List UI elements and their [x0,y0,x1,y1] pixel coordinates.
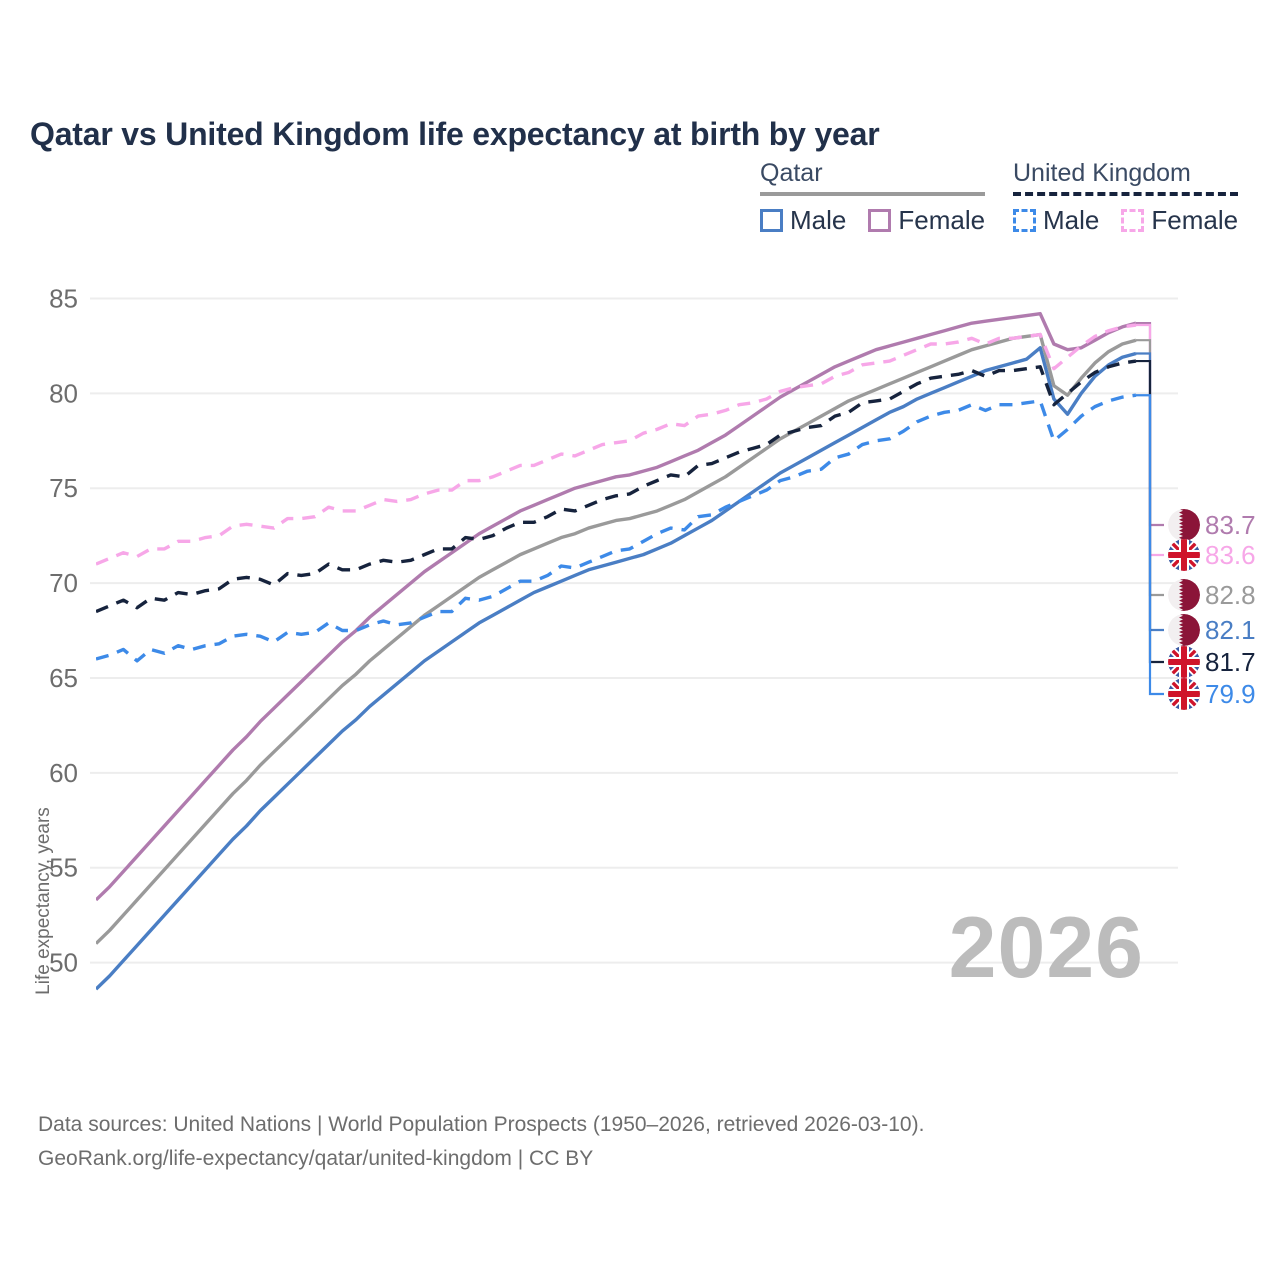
page-title: Qatar vs United Kingdom life expectancy … [30,116,880,153]
qatar-flag-icon [1168,579,1200,611]
legend-label-uk-male: Male [1043,205,1100,236]
uk-flag-icon [1168,678,1200,710]
legend-label-qatar-female: Female [898,205,986,236]
end-label-value: 83.7 [1205,510,1256,540]
legend-swatch-qatar-male-icon [760,208,783,232]
end-label-qatar-female: 83.7 [1168,508,1256,542]
label-leader-lines [1136,322,1164,696]
y-axis-tick-labels: 50 55 60 65 70 75 80 85 [49,283,78,977]
legend-label-qatar-male: Male [790,205,847,236]
year-watermark: 2026 [948,900,1144,996]
end-label-uk-female: 83.6 [1168,538,1256,572]
legend-group-qatar: Qatar Male Female [760,159,986,233]
legend-label-uk-female: Female [1151,205,1239,236]
series-end-labels: 83.7 83.6 82.8 82.1 81.7 79.9 [1168,250,1280,1030]
end-label-value: 79.9 [1205,679,1256,709]
legend-item-uk-female[interactable]: Female [1121,207,1238,233]
legend-swatch-uk-male-icon [1013,208,1036,232]
end-label-uk-total: 81.7 [1168,645,1256,679]
leader-line-united-kingdom-male [1136,394,1164,696]
y-axis-title: Life expectancy, years [33,807,54,995]
series-line-qatar-male [96,346,1137,991]
end-label-qatar-male: 82.1 [1168,613,1256,647]
footer-line-1: Data sources: United Nations | World Pop… [38,1113,925,1136]
series-line-qatar-female [96,311,1137,902]
end-label-uk-male: 79.9 [1168,677,1256,711]
legend-group-uk-title: United Kingdom [1013,159,1191,187]
legend-item-uk-male[interactable]: Male [1013,207,1099,233]
end-label-value: 83.6 [1205,540,1256,570]
legend-swatch-uk-female-icon [1121,208,1145,232]
legend-group-qatar-title: Qatar [760,159,823,187]
svg-text:85: 85 [49,283,78,313]
svg-text:75: 75 [49,473,78,503]
svg-text:80: 80 [49,378,78,408]
qatar-flag-icon [1168,509,1200,541]
legend-swatch-qatar-female-icon [868,208,892,232]
legend-item-qatar-female[interactable]: Female [868,207,985,233]
gridlines [90,297,1178,964]
svg-text:55: 55 [49,853,78,883]
svg-text:65: 65 [49,663,78,693]
svg-text:70: 70 [49,568,78,598]
chart-legend: Qatar Male Female United Kingdom Male [755,160,1255,240]
legend-rule-solid [760,192,986,197]
series-line-united-kingdom-male [96,393,1137,663]
uk-flag-icon [1168,646,1200,678]
footer-sources: Data sources: United Nations | World Pop… [38,1108,924,1176]
footer-line-2: GeoRank.org/life-expectancy/qatar/united… [38,1147,594,1171]
series-line-qatar-total [96,332,1137,945]
end-label-qatar-total: 82.8 [1168,578,1256,612]
svg-text:50: 50 [49,948,78,978]
legend-item-qatar-male[interactable]: Male [760,207,846,233]
svg-text:60: 60 [49,758,78,788]
series-line-united-kingdom-female [96,323,1137,566]
legend-rule-dashed [1013,192,1239,197]
legend-group-united-kingdom: United Kingdom Male Female [1013,159,1239,233]
uk-flag-icon [1168,539,1200,571]
end-label-value: 82.8 [1205,580,1256,610]
series-lines [96,311,1137,991]
series-line-united-kingdom-total [96,359,1137,614]
end-label-value: 82.1 [1205,615,1256,645]
qatar-flag-icon [1168,614,1200,646]
end-label-value: 81.7 [1205,647,1256,677]
